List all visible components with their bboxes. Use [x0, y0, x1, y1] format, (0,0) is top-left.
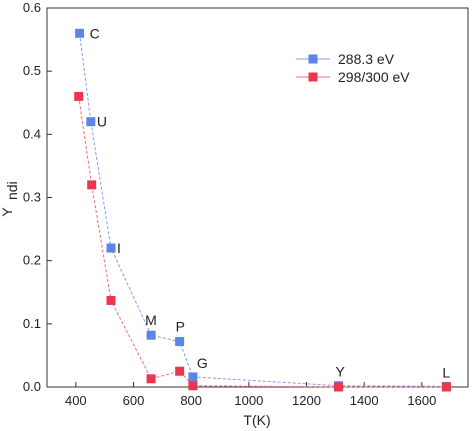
- y-tick-label: 0.6: [23, 0, 41, 15]
- point-label-u: U: [97, 114, 107, 130]
- y-tick-label: 0.4: [23, 126, 41, 141]
- point-label-m: M: [145, 312, 157, 328]
- plot-frame: [46, 7, 469, 388]
- y-tick-label: 0.2: [23, 253, 41, 268]
- x-tick-label: 1000: [234, 393, 263, 408]
- data-point-series-1: [175, 366, 185, 376]
- series-line-0: [79, 33, 447, 387]
- legend-marker-288: [308, 54, 318, 64]
- x-tick-label: 600: [123, 393, 145, 408]
- point-label-c: C: [90, 25, 100, 41]
- point-label-p: P: [176, 319, 185, 335]
- data-point-series-0: [75, 28, 85, 38]
- data-point-series-1: [334, 382, 344, 392]
- y-axis-ticks: 0.0 0.1 0.2 0.3 0.4 0.5 0.6: [23, 0, 52, 394]
- point-label-g: G: [197, 355, 208, 371]
- data-point-series-1: [74, 91, 84, 101]
- data-point-series-0: [106, 243, 116, 253]
- legend-label-298: 298/300 eV: [338, 69, 410, 85]
- data-point-series-1: [106, 295, 116, 305]
- data-point-series-1: [146, 374, 156, 384]
- y-axis-title-sub: ndi: [4, 181, 20, 200]
- legend-label-288: 288.3 eV: [338, 51, 395, 67]
- y-axis-title: Y ndi: [0, 181, 20, 216]
- y-tick-label: 0.3: [23, 190, 41, 205]
- data-point-series-0: [175, 337, 185, 347]
- data-point-series-1: [188, 381, 198, 391]
- data-point-series-0: [146, 330, 156, 340]
- point-label-y: Y: [336, 364, 346, 380]
- x-tick-label: 400: [65, 393, 87, 408]
- y-tick-label: 0.5: [23, 63, 41, 78]
- data-point-series-0: [188, 372, 198, 382]
- data-point-series-1: [87, 180, 97, 190]
- data-point-series-0: [86, 117, 96, 127]
- y-axis-title-main: Y: [0, 207, 15, 217]
- data-point-series-1: [441, 382, 451, 392]
- point-labels: C U I M P G Y L: [90, 25, 451, 380]
- x-axis-ticks: 400 600 800 1000 1200 1400 1600: [65, 382, 436, 408]
- series-line-1: [78, 96, 447, 388]
- legend-marker-298: [308, 72, 318, 82]
- x-tick-label: 1600: [407, 393, 436, 408]
- x-tick-label: 1400: [350, 393, 379, 408]
- point-label-i: I: [117, 240, 121, 256]
- point-label-l: L: [442, 364, 450, 380]
- x-axis-title: T(K): [243, 412, 270, 428]
- y-tick-label: 0.1: [23, 316, 41, 331]
- series-layer: [74, 28, 451, 392]
- y-tick-label: 0.0: [23, 379, 41, 394]
- x-tick-label: 800: [180, 393, 202, 408]
- legend: 288.3 eV 298/300 eV: [296, 51, 410, 85]
- x-tick-label: 1200: [292, 393, 321, 408]
